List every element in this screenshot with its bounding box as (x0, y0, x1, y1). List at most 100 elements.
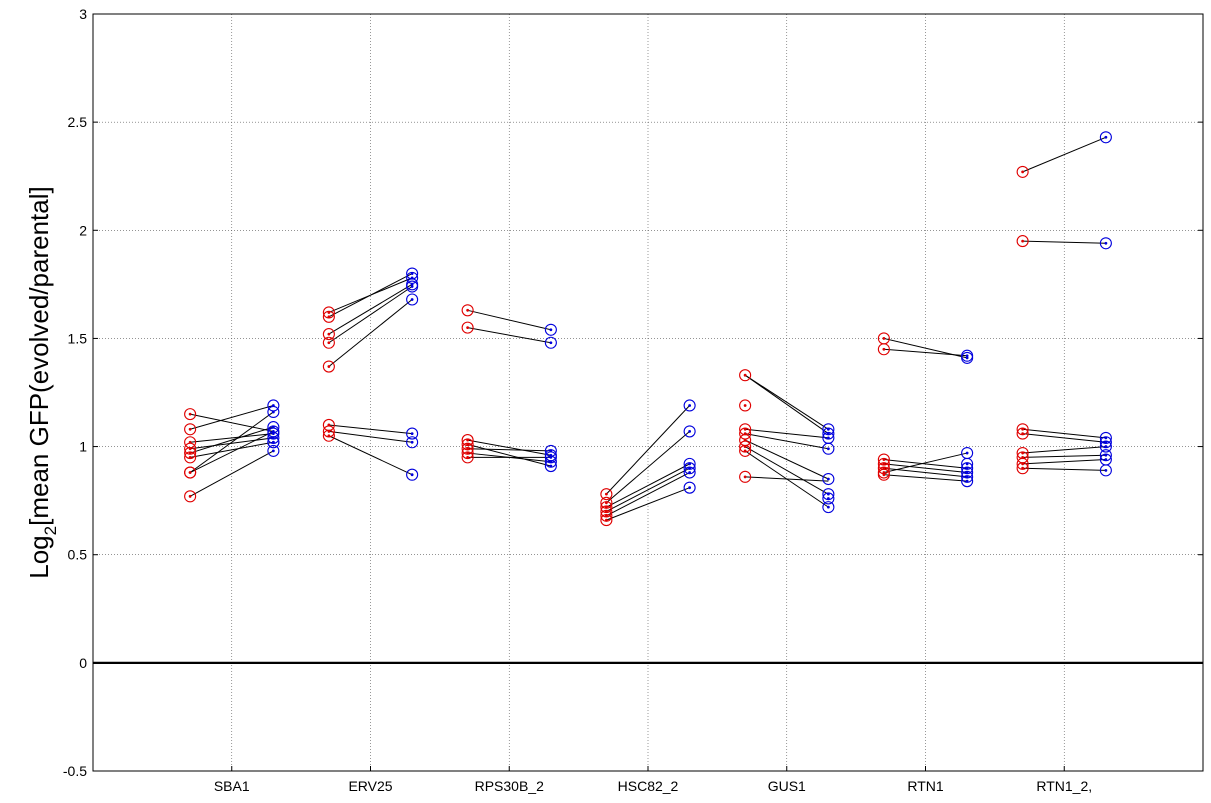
evolved-point (544, 323, 557, 336)
y-axis-label: Log2[mean GFP(evolved/parental] (24, 186, 60, 578)
marker-dot (826, 447, 830, 451)
marker-ring (184, 408, 197, 421)
pair-line (744, 439, 829, 480)
marker-dot (410, 440, 414, 444)
pair-line (744, 446, 829, 495)
marker-ring (739, 470, 752, 483)
parental-point (1016, 462, 1029, 475)
pair-line (745, 428, 829, 439)
marker-dot (743, 404, 747, 407)
marker-ring (822, 472, 835, 486)
pair-line (883, 459, 968, 469)
evolved-point (406, 293, 419, 306)
parental-point (739, 369, 752, 382)
parental-point (1016, 165, 1029, 178)
marker-dot (1104, 458, 1108, 461)
marker-dot (549, 328, 553, 332)
pair-line (744, 374, 829, 435)
parental-point (877, 343, 890, 356)
pair-line (1022, 433, 1106, 443)
marker-ring (1099, 237, 1112, 250)
marker-ring (461, 304, 474, 317)
marker-ring (961, 475, 974, 488)
marker-dot (1021, 466, 1025, 470)
marker-dot (327, 341, 331, 345)
pair-line (189, 426, 274, 454)
y-axis-label-subscript: 2 (41, 526, 60, 535)
pair-line (883, 348, 968, 357)
marker-ring (544, 336, 557, 349)
evolved-point (1099, 131, 1112, 144)
marker-ring (739, 444, 752, 457)
marker-dot (410, 285, 414, 288)
marker-ring (822, 492, 835, 505)
y-axis-label-rest: [mean GFP(evolved/parental] (24, 186, 54, 526)
marker-dot (327, 315, 331, 319)
marker-dot (965, 356, 969, 360)
y-tick-label: 2.5 (68, 114, 88, 130)
marker-ring (322, 429, 335, 442)
pair-line (1022, 454, 1106, 458)
marker-dot (1021, 170, 1025, 174)
evolved-point (822, 472, 835, 486)
pair-line (328, 283, 413, 335)
pair-line (189, 404, 274, 430)
data-markers (184, 131, 1112, 527)
marker-dot (327, 332, 331, 336)
pair-line (190, 413, 274, 432)
marker-ring (184, 451, 197, 464)
evolved-point (267, 444, 280, 457)
marker-dot (826, 505, 830, 509)
parental-point (461, 451, 474, 464)
marker-dot (1104, 135, 1108, 139)
marker-ring (406, 436, 419, 449)
marker-dot (466, 308, 470, 312)
marker-dot (743, 449, 747, 453)
marker-ring (461, 451, 474, 464)
parental-point (322, 429, 335, 442)
x-tick-label: SBA1 (214, 778, 250, 794)
marker-ring (267, 444, 280, 457)
pair-line (467, 439, 551, 456)
marker-dot (188, 427, 192, 431)
y-tick-label: 1 (79, 439, 87, 455)
marker-dot (882, 473, 886, 477)
pair-line (467, 443, 552, 467)
pair-line (606, 405, 690, 495)
evolved-point (1099, 237, 1112, 250)
marker-dot (188, 494, 192, 498)
grid-lines (93, 14, 1203, 771)
marker-dot (271, 440, 275, 444)
marker-ring (184, 466, 197, 479)
marker-dot (965, 479, 969, 483)
x-tick-label: GUS1 (768, 778, 806, 794)
pair-line (1022, 240, 1106, 244)
marker-dot (410, 473, 414, 477)
marker-dot (882, 347, 886, 351)
marker-dot (688, 471, 692, 474)
evolved-point (544, 336, 557, 349)
marker-ring (1016, 427, 1029, 440)
y-axis-label-main: Log (24, 535, 54, 578)
marker-ring (1099, 464, 1112, 477)
marker-ring (1099, 440, 1112, 453)
marker-dot (688, 404, 692, 407)
marker-dot (1021, 239, 1025, 243)
pair-line (189, 411, 274, 473)
parental-point (322, 360, 335, 373)
parental-point (322, 328, 335, 341)
parental-point (739, 470, 752, 483)
marker-dot (688, 430, 692, 433)
pair-line (328, 424, 413, 435)
marker-dot (188, 455, 192, 459)
evolved-point (267, 405, 280, 419)
parental-point (1016, 427, 1029, 440)
marker-dot (604, 518, 608, 522)
marker-ring (184, 490, 197, 503)
marker-dot (604, 492, 608, 496)
parental-point (461, 321, 474, 334)
evolved-point (822, 492, 835, 505)
parental-point (739, 399, 752, 412)
marker-dot (410, 298, 414, 301)
